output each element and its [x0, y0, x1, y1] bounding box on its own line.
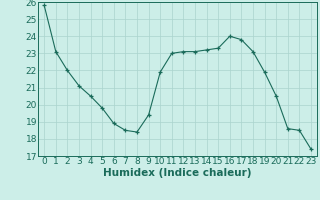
X-axis label: Humidex (Indice chaleur): Humidex (Indice chaleur) — [103, 168, 252, 178]
